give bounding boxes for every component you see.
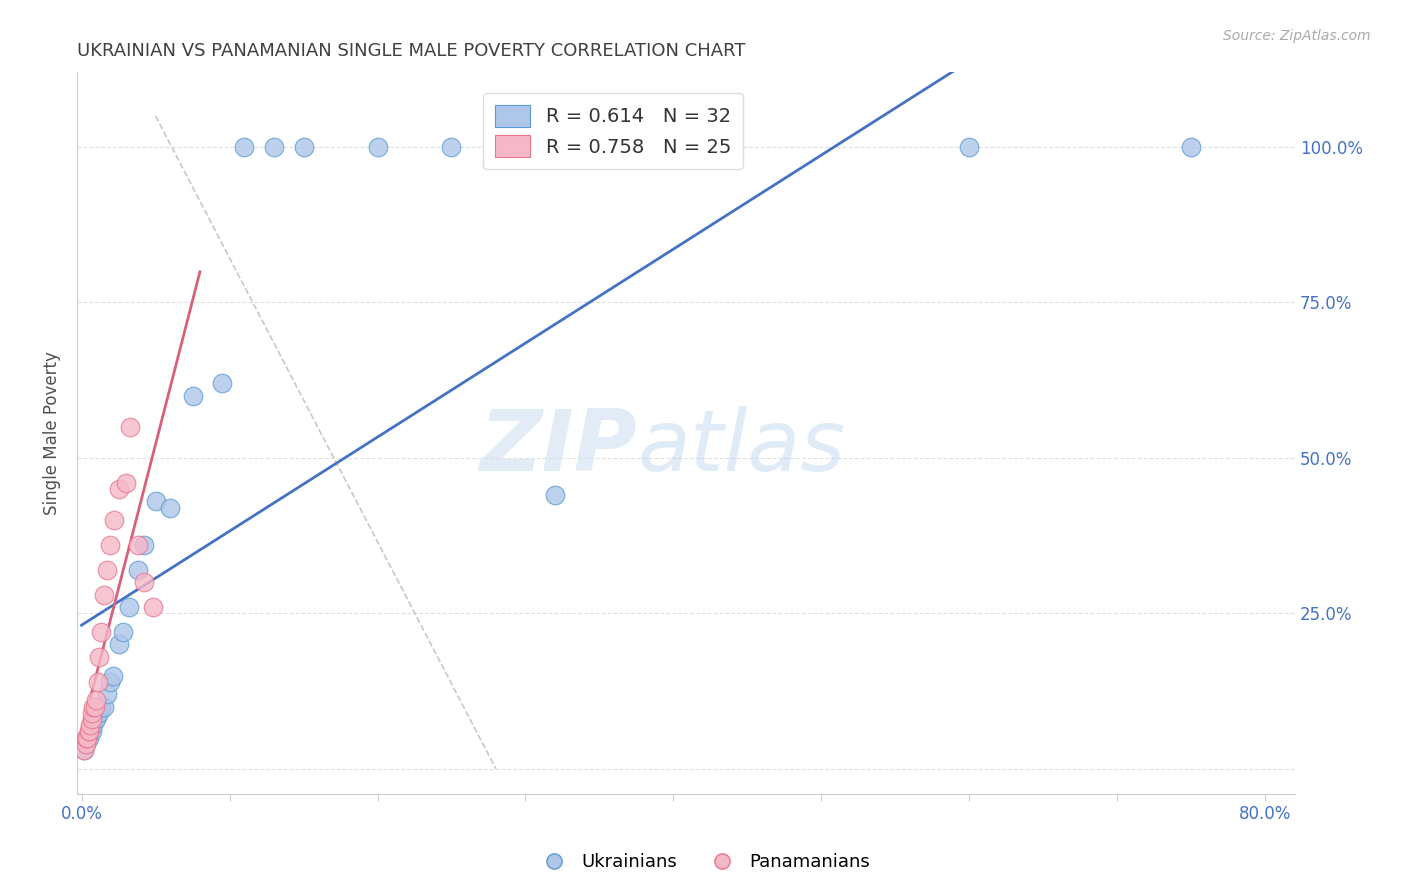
Point — [82, 699, 104, 714]
Point — [120, 420, 142, 434]
Point — [118, 600, 141, 615]
Point — [80, 724, 103, 739]
Point — [96, 563, 118, 577]
Point — [93, 699, 115, 714]
Point — [77, 731, 100, 745]
Point — [159, 500, 181, 515]
Point — [83, 699, 105, 714]
Point — [93, 588, 115, 602]
Point — [181, 389, 204, 403]
Point — [440, 140, 463, 154]
Y-axis label: Single Male Poverty: Single Male Poverty — [44, 351, 60, 515]
Point — [111, 625, 134, 640]
Point — [76, 731, 98, 745]
Point — [75, 731, 97, 745]
Legend: Ukrainians, Panamanians: Ukrainians, Panamanians — [529, 847, 877, 879]
Point — [96, 687, 118, 701]
Point — [86, 712, 108, 726]
Point — [77, 724, 100, 739]
Point — [79, 724, 101, 739]
Point — [1180, 140, 1202, 154]
Point — [82, 718, 104, 732]
Point — [87, 674, 110, 689]
Point — [115, 475, 138, 490]
Point — [83, 712, 105, 726]
Point — [145, 494, 167, 508]
Point — [366, 140, 388, 154]
Point — [107, 637, 129, 651]
Point — [107, 482, 129, 496]
Point — [103, 513, 125, 527]
Point — [75, 737, 97, 751]
Point — [98, 538, 121, 552]
Point — [292, 140, 315, 154]
Point — [101, 668, 124, 682]
Point — [127, 538, 149, 552]
Point — [89, 706, 111, 720]
Text: ZIP: ZIP — [479, 406, 637, 489]
Text: atlas: atlas — [637, 406, 845, 489]
Point — [544, 488, 567, 502]
Point — [76, 731, 98, 745]
Point — [233, 140, 256, 154]
Point — [80, 706, 103, 720]
Point — [89, 649, 111, 664]
Point — [73, 743, 96, 757]
Point — [73, 743, 96, 757]
Point — [263, 140, 285, 154]
Point — [90, 699, 112, 714]
Point — [142, 600, 165, 615]
Point — [75, 737, 97, 751]
Point — [79, 718, 101, 732]
Point — [77, 724, 100, 739]
Point — [132, 538, 155, 552]
Point — [80, 712, 103, 726]
Text: UKRAINIAN VS PANAMANIAN SINGLE MALE POVERTY CORRELATION CHART: UKRAINIAN VS PANAMANIAN SINGLE MALE POVE… — [77, 42, 745, 60]
Point — [132, 575, 155, 590]
Point — [127, 563, 149, 577]
Point — [86, 693, 108, 707]
Point — [98, 674, 121, 689]
Point — [90, 625, 112, 640]
Point — [959, 140, 981, 154]
Text: Source: ZipAtlas.com: Source: ZipAtlas.com — [1223, 29, 1371, 43]
Point — [211, 376, 233, 391]
Legend: R = 0.614   N = 32, R = 0.758   N = 25: R = 0.614 N = 32, R = 0.758 N = 25 — [484, 93, 742, 169]
